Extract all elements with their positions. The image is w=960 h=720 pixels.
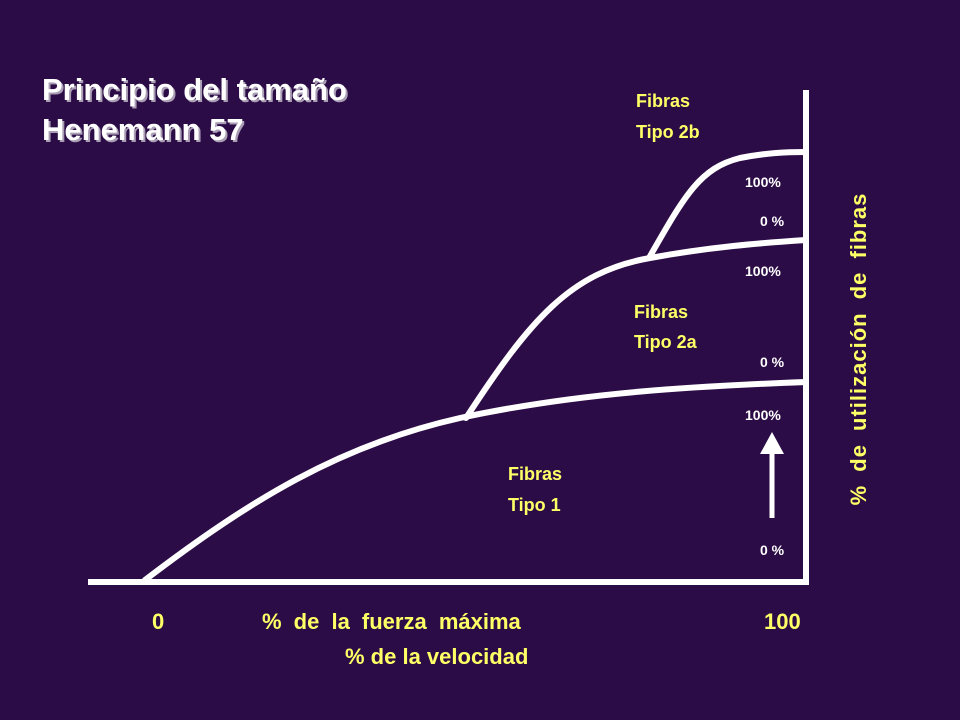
x-axis-start: 0 <box>152 609 164 634</box>
curve-type-2b <box>646 149 809 261</box>
fiber-label: Tipo 2b <box>636 122 700 142</box>
title-shadow: Principio del tamaño <box>44 74 349 109</box>
title: Principio del tamaño Principio del tamañ… <box>42 72 349 149</box>
y-axis-label: % de utilización de fibras <box>846 193 871 506</box>
fiber-label: Fibras <box>508 464 562 484</box>
percent-label: 0 % <box>760 542 785 558</box>
fiber-label: Tipo 2a <box>634 332 698 352</box>
percent-label: 100% <box>745 407 781 423</box>
curve-type-2a <box>463 237 809 421</box>
arrow-head <box>760 432 784 454</box>
title-line: Principio del tamaño <box>42 72 347 107</box>
percent-label: 0 % <box>760 354 785 370</box>
x-axis-end: 100 <box>764 609 801 634</box>
percent-label: 100% <box>745 263 781 279</box>
fiber-label: Fibras <box>634 302 688 322</box>
title-shadow: Henemann 57 <box>44 114 246 149</box>
fiber-label: Fibras <box>636 91 690 111</box>
percent-label: 100% <box>745 174 781 190</box>
x-axis-sublabel: % de la velocidad <box>345 644 528 669</box>
x-axis-label: % de la fuerza máxima <box>262 609 522 634</box>
title-line: Henemann 57 <box>42 112 244 147</box>
curve-type-1 <box>142 379 809 583</box>
percent-label: 0 % <box>760 213 785 229</box>
fiber-label: Tipo 1 <box>508 495 561 515</box>
